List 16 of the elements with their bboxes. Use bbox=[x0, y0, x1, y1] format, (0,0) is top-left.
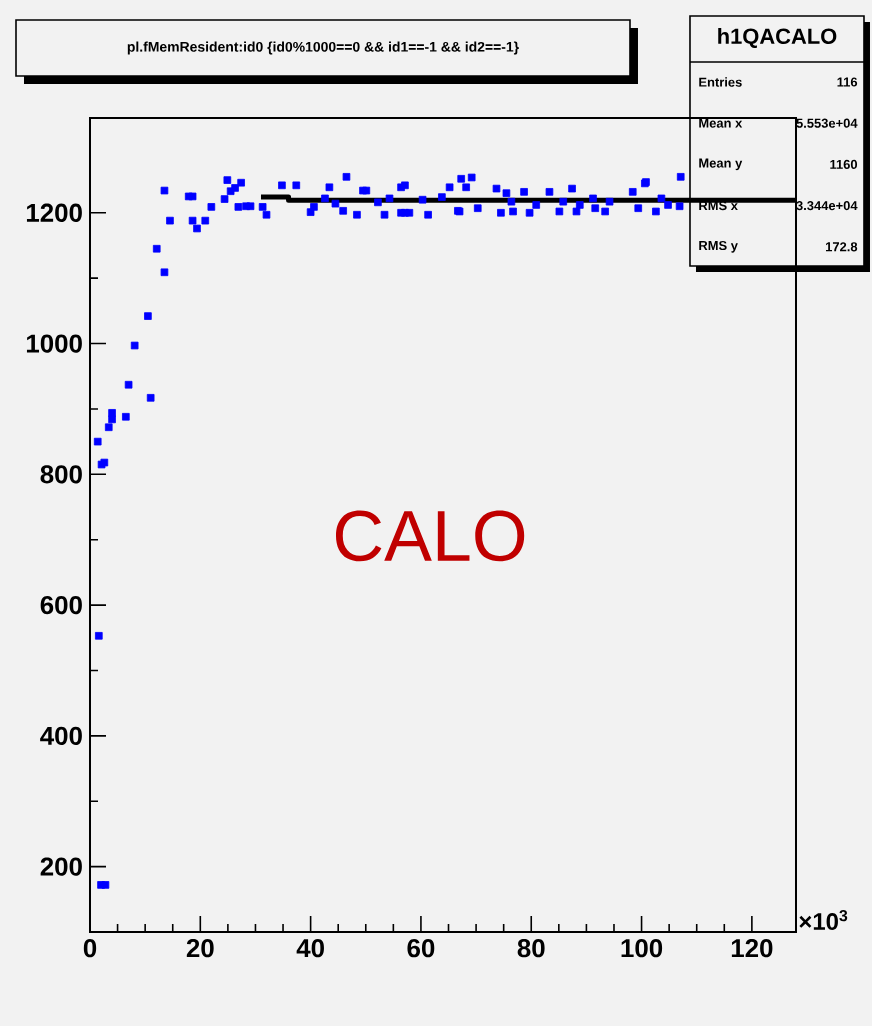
y-tick-label: 200 bbox=[40, 857, 82, 876]
y-tick-label: 400 bbox=[40, 726, 82, 746]
x-tick-label: 0 bbox=[83, 939, 97, 958]
x-tick-label: 120 bbox=[731, 939, 773, 958]
text: h1QACALO bbox=[718, 27, 837, 49]
x-tick-label: 40 bbox=[296, 939, 324, 958]
y-tick-label: 600 bbox=[40, 595, 82, 615]
y-tick-label: 1200 bbox=[26, 203, 82, 222]
x-tick-label: 60 bbox=[407, 939, 435, 958]
x-tick-label: 20 bbox=[186, 939, 214, 958]
x-tick-label: 80 bbox=[517, 939, 545, 958]
y-tick-label: 1000 bbox=[26, 334, 82, 353]
y-tick-label: 800 bbox=[40, 465, 82, 484]
annotation: CALO bbox=[335, 510, 525, 562]
x-tick-label: 100 bbox=[621, 939, 663, 958]
text: ×10$^{3}$ bbox=[799, 909, 848, 930]
